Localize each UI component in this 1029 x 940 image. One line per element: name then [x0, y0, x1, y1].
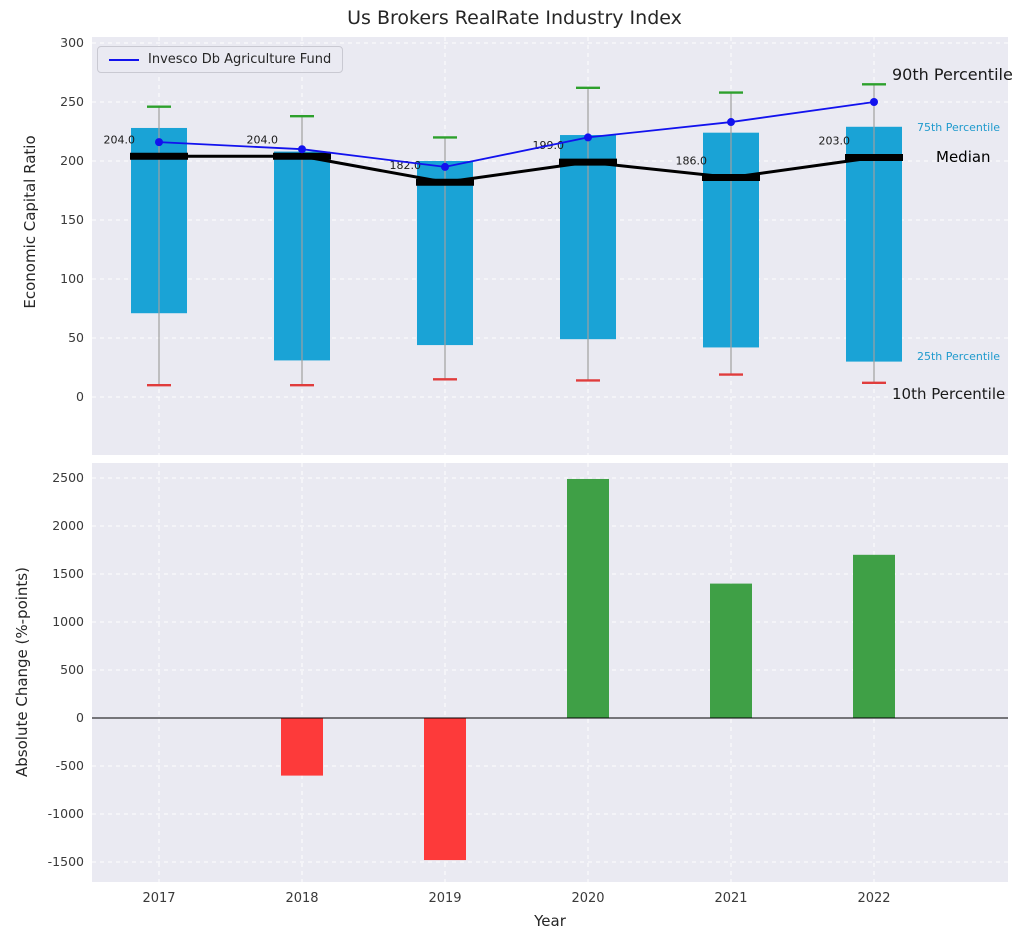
median-value-label: 186.0	[676, 155, 708, 168]
xtick-year: 2018	[285, 891, 318, 906]
ytick-top-panel: 0	[76, 389, 84, 404]
change-bar-negative	[281, 718, 323, 776]
change-bar-positive	[710, 583, 752, 718]
ytick-bottom-panel: 1000	[52, 614, 84, 629]
xtick-year: 2020	[571, 891, 604, 906]
chart-title: Us Brokers RealRate Industry Index	[347, 7, 682, 29]
bottom-y-axis-label: Absolute Change (%-points)	[13, 567, 31, 777]
invesco-marker	[870, 98, 878, 106]
median-value-label: 203.0	[819, 134, 851, 147]
ytick-bottom-panel: -500	[56, 758, 84, 773]
annotation-median: Median	[936, 148, 991, 166]
ytick-bottom-panel: 2000	[52, 518, 84, 533]
legend: Invesco Db Agriculture Fund	[97, 46, 344, 73]
invesco-marker	[584, 133, 592, 142]
change-bar-negative	[424, 718, 466, 861]
change-bar-positive	[567, 478, 609, 718]
ytick-top-panel: 100	[60, 271, 84, 286]
ytick-top-panel: 300	[60, 35, 84, 50]
ytick-bottom-panel: 0	[76, 710, 84, 725]
ytick-top-panel: 200	[60, 153, 84, 168]
change-bar-positive	[853, 554, 895, 718]
invesco-marker	[155, 138, 163, 147]
legend-label: Invesco Db Agriculture Fund	[148, 52, 332, 67]
ytick-top-panel: 250	[60, 94, 84, 109]
invesco-marker	[298, 145, 306, 154]
invesco-line	[158, 101, 875, 168]
invesco-marker	[727, 118, 735, 127]
ytick-top-panel: 50	[68, 330, 84, 345]
top-y-axis-label: Economic Capital Ratio	[21, 135, 39, 309]
xtick-year: 2019	[428, 891, 461, 906]
annotation-75th-percentile: 75th Percentile	[917, 121, 1001, 134]
annotation-10th-percentile: 10th Percentile	[892, 385, 1006, 403]
annotation-90th-percentile: 90th Percentile	[892, 65, 1013, 84]
ytick-bottom-panel: 2500	[52, 470, 84, 485]
ytick-bottom-panel: 1500	[52, 566, 84, 581]
ytick-top-panel: 150	[60, 212, 84, 227]
invesco-marker	[441, 162, 449, 171]
median-value-label: 204.0	[247, 133, 279, 146]
median-value-label: 204.0	[104, 133, 136, 146]
annotation-25th-percentile: 25th Percentile	[917, 350, 1001, 363]
legend-line-icon	[109, 58, 139, 61]
xtick-year: 2021	[714, 891, 747, 906]
xtick-year: 2022	[857, 891, 890, 906]
ytick-bottom-panel: -1000	[48, 806, 84, 821]
ytick-bottom-panel: -1500	[48, 854, 84, 869]
x-axis-label: Year	[534, 912, 566, 930]
ytick-bottom-panel: 500	[60, 662, 84, 677]
xtick-year: 2017	[142, 891, 175, 906]
